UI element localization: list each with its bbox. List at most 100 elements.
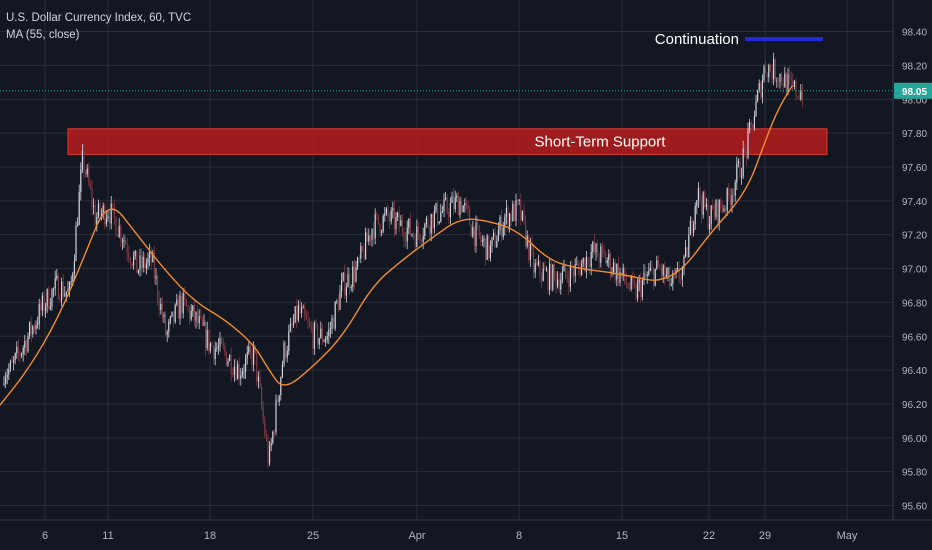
candle-body	[520, 199, 522, 221]
candle-body	[304, 307, 306, 316]
candle-body	[699, 188, 701, 203]
candle-body	[139, 255, 141, 271]
candle-body	[267, 439, 269, 464]
candle-body	[331, 318, 333, 329]
candle-body	[273, 431, 275, 433]
candle-body	[430, 213, 432, 234]
candle-body	[675, 269, 677, 274]
candle-body	[365, 232, 367, 259]
candle-body	[680, 279, 682, 280]
candle-body	[800, 91, 802, 100]
candle-body	[638, 279, 640, 284]
candle-body	[544, 268, 546, 271]
candle-body	[166, 331, 168, 335]
candle-body	[441, 211, 443, 213]
candle-body	[419, 234, 421, 242]
candle-body	[398, 212, 400, 227]
candle-body	[672, 273, 674, 284]
candle-body	[425, 218, 427, 225]
candle-body	[137, 270, 139, 273]
candle-body	[481, 240, 483, 242]
candle-body	[377, 214, 379, 224]
candle-body	[265, 436, 267, 440]
current-price-badge	[894, 82, 932, 99]
candle-body	[617, 264, 619, 283]
candle-body	[584, 257, 586, 272]
time-axis[interactable]: 6 11 18 25 Apr 8 15 22 29 May	[0, 519, 932, 542]
candle-body	[768, 65, 770, 78]
candle-body	[449, 202, 451, 218]
support-zone[interactable]: Short-Term Support	[67, 128, 828, 155]
candle-body	[35, 324, 37, 330]
candle-body	[486, 235, 488, 260]
candle-body	[491, 237, 493, 246]
candle-body	[150, 250, 152, 263]
candle-body	[771, 70, 773, 80]
candle-body	[553, 264, 555, 274]
candle-body	[574, 264, 576, 276]
price-tick-label: 98.40	[902, 28, 927, 39]
candle-body	[464, 203, 466, 206]
candle-body	[222, 343, 224, 347]
candle-body	[173, 311, 175, 323]
price-tick-label: 97.80	[902, 129, 927, 140]
time-tick-label: May	[837, 530, 858, 542]
candle-body	[321, 328, 323, 342]
candle-body	[477, 222, 479, 226]
candle-body	[744, 148, 746, 151]
candle-body	[401, 220, 403, 232]
candle-body	[765, 66, 767, 73]
candle-body	[161, 303, 163, 318]
candle-body	[528, 235, 530, 261]
candle-body	[86, 168, 88, 175]
candle-body	[456, 195, 458, 198]
candle-body	[489, 245, 491, 259]
candle-body	[461, 200, 463, 213]
candle-body	[525, 219, 527, 247]
candle-body	[8, 368, 10, 375]
candle-body	[184, 292, 186, 300]
candle-body	[155, 276, 157, 279]
candle-body	[728, 188, 730, 197]
candle-body	[9, 361, 11, 369]
candle-body	[355, 267, 357, 282]
support-zone-rect[interactable]	[67, 128, 828, 155]
candle-body	[715, 200, 717, 218]
candle-body	[629, 288, 631, 290]
price-tick-label: 98.00	[902, 95, 927, 106]
candle-body	[293, 322, 295, 326]
candle-body	[382, 215, 384, 232]
candle-body	[465, 203, 467, 205]
candle-body	[211, 343, 213, 347]
candle-body	[723, 208, 725, 212]
candle-body	[793, 81, 795, 87]
candle-body	[485, 238, 487, 260]
candle-body	[67, 288, 69, 292]
candle-body	[160, 303, 162, 310]
candle-body	[19, 353, 21, 356]
candle-body	[214, 348, 216, 360]
candle-body	[96, 216, 98, 225]
candle-body	[421, 241, 423, 242]
candle-body	[360, 246, 362, 259]
price-axis[interactable]: 95.60 95.80 96.00 96.20 96.40 96.60 96.80 97.00…	[892, 0, 932, 520]
candle-body	[505, 207, 507, 218]
candle-body	[693, 224, 695, 233]
candle-body	[120, 225, 122, 242]
candle-body	[569, 265, 571, 287]
candle-body	[376, 214, 378, 215]
candle-body	[416, 226, 418, 247]
candle-body	[664, 265, 666, 278]
continuation-annotation[interactable]: Continuation	[655, 31, 823, 48]
support-zone-label: Short-Term Support	[535, 134, 667, 151]
candle-body	[126, 244, 128, 253]
candle-body	[75, 225, 77, 261]
candle-body	[560, 280, 562, 290]
candle-body	[409, 218, 411, 235]
candle-body	[619, 272, 621, 283]
candle-body	[32, 326, 34, 335]
candle-body	[158, 298, 160, 310]
current-price-label: 98.05	[902, 87, 927, 98]
